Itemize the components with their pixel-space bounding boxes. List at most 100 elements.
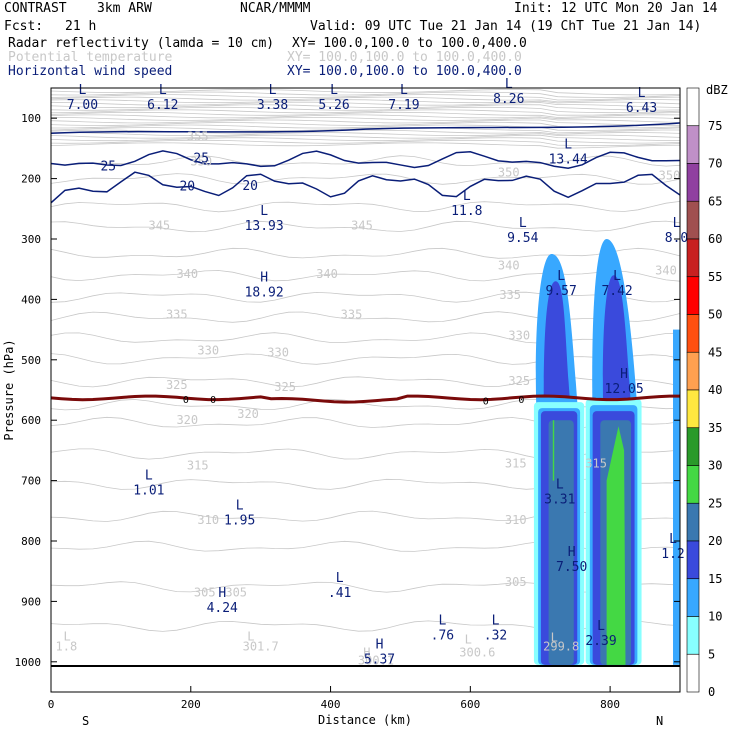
y-tick-label: 400 (21, 293, 41, 306)
header-institution: NCAR/MMMM (240, 1, 311, 16)
freezing-label: 0 (483, 396, 489, 407)
x-axis-label: Distance (km) (318, 713, 412, 727)
theta-label: 325 (274, 380, 296, 394)
extremum-value: 7.50 (556, 560, 587, 575)
reflectivity-region-right-edge (673, 329, 680, 665)
colorbar-swatch (686, 200, 700, 240)
theta-contour-upper (51, 132, 680, 138)
theta-contour (51, 291, 680, 303)
extremum-type: L (492, 613, 500, 628)
y-tick-label: 800 (21, 535, 41, 548)
extremum-type: L (519, 216, 527, 231)
theta-label: 315 (505, 457, 527, 471)
theta-label: 350 (498, 166, 520, 180)
colorbar-label: 30 (708, 459, 722, 473)
theta-contour-upper (51, 91, 680, 98)
x-endpoint-left: S (82, 714, 89, 728)
theta-contour (51, 270, 680, 282)
extremum-value: 11.8 (451, 204, 482, 219)
header-valid: Valid: 09 UTC Tue 21 Jan 14 (19 ChT Tue … (310, 19, 702, 34)
colorbar-swatch (686, 125, 700, 164)
field-xy-wind: XY= 100.0,100.0 to 100.0,400.0 (287, 64, 522, 79)
colorbar-swatch (686, 502, 700, 542)
extremum-value: 8.26 (493, 92, 524, 107)
colorbar-label: 15 (708, 572, 722, 586)
theta-contour (51, 375, 680, 388)
extremum-value: 5.37 (364, 653, 395, 668)
colorbar-swatch (686, 616, 700, 655)
colorbar-swatch (686, 238, 700, 278)
colorbar-label: 10 (708, 610, 722, 624)
freezing-label: 0 (183, 395, 189, 406)
theta-label: L (63, 629, 70, 643)
extremum-type: L (556, 478, 564, 493)
x-tick-label: 600 (460, 698, 480, 711)
reflectivity-region-15 (602, 275, 632, 409)
header-model: 3km ARW (97, 1, 152, 16)
colorbar-label: 5 (708, 647, 715, 661)
theta-label: 310 (505, 513, 527, 527)
theta-label: 340 (655, 263, 677, 277)
field-name-theta: Potential temperature (8, 50, 173, 65)
freezing-level-line (51, 394, 680, 404)
x-tick-label: 200 (181, 698, 201, 711)
colorbar-label: 50 (708, 308, 722, 322)
theta-label: 305 (505, 575, 527, 589)
freezing-label: 0 (210, 395, 216, 406)
extremum-value: 7.19 (388, 98, 419, 113)
extremum-type: L (269, 83, 277, 98)
extremum-type: L (438, 613, 446, 628)
theta-label: 315 (585, 457, 607, 471)
wind-contour-20 (51, 171, 680, 204)
extremum-value: 9.57 (546, 284, 577, 299)
theta-contour (51, 155, 680, 167)
theta-label: 330 (267, 346, 289, 360)
x-tick-label: 0 (48, 698, 55, 711)
theta-contour (51, 311, 680, 323)
colorbar-swatch (686, 465, 700, 504)
theta-contour-upper (51, 106, 680, 114)
extremum-type: L (669, 532, 677, 547)
colorbar-label: 55 (708, 270, 722, 284)
extremum-value: .32 (484, 628, 507, 643)
colorbar-unit: dBZ (706, 83, 728, 97)
y-tick-label: 200 (21, 173, 41, 186)
wind-contour-label: 20 (179, 179, 195, 194)
reflectivity-core-25 (552, 420, 555, 481)
extremum-type: L (260, 204, 268, 219)
theta-label: 325 (166, 378, 188, 392)
extremum-value: 1.01 (133, 483, 164, 498)
extremum-value: 2.39 (585, 634, 616, 649)
extremum-type: L (159, 83, 167, 98)
colorbar-swatch (686, 578, 700, 617)
theta-contour-upper (51, 127, 680, 134)
colorbar-swatch (686, 163, 700, 202)
extremum-type: H (620, 367, 628, 382)
theta-label: L (551, 631, 558, 645)
theta-label: 320 (176, 413, 198, 427)
wind-contour-25 (51, 150, 680, 170)
theta-contour-upper (51, 139, 680, 147)
extremum-value: .76 (431, 628, 454, 643)
theta-contour-upper (51, 137, 680, 144)
extremum-value: 18.92 (245, 285, 284, 300)
y-tick-label: 600 (21, 414, 41, 427)
theta-contour-upper (51, 89, 680, 96)
theta-label: 350 (659, 169, 681, 183)
colorbar-swatch (686, 87, 700, 127)
theta-contour (51, 173, 680, 185)
theta-label: 335 (341, 308, 363, 322)
theta-contour (51, 201, 680, 213)
theta-label: 1.8 (56, 640, 78, 654)
extremum-type: L (79, 83, 87, 98)
extremum-type: L (638, 86, 646, 101)
theta-label: 300.6 (459, 646, 495, 660)
theta-label: 345 (148, 219, 170, 233)
theta-contour-upper (51, 124, 680, 131)
colorbar-label: 70 (708, 157, 722, 171)
reflectivity-region-15 (543, 281, 570, 397)
theta-label: 305 (194, 585, 216, 599)
extremum-type: H (260, 270, 268, 285)
extremum-value: 13.44 (549, 152, 588, 167)
theta-label: 310 (197, 513, 219, 527)
